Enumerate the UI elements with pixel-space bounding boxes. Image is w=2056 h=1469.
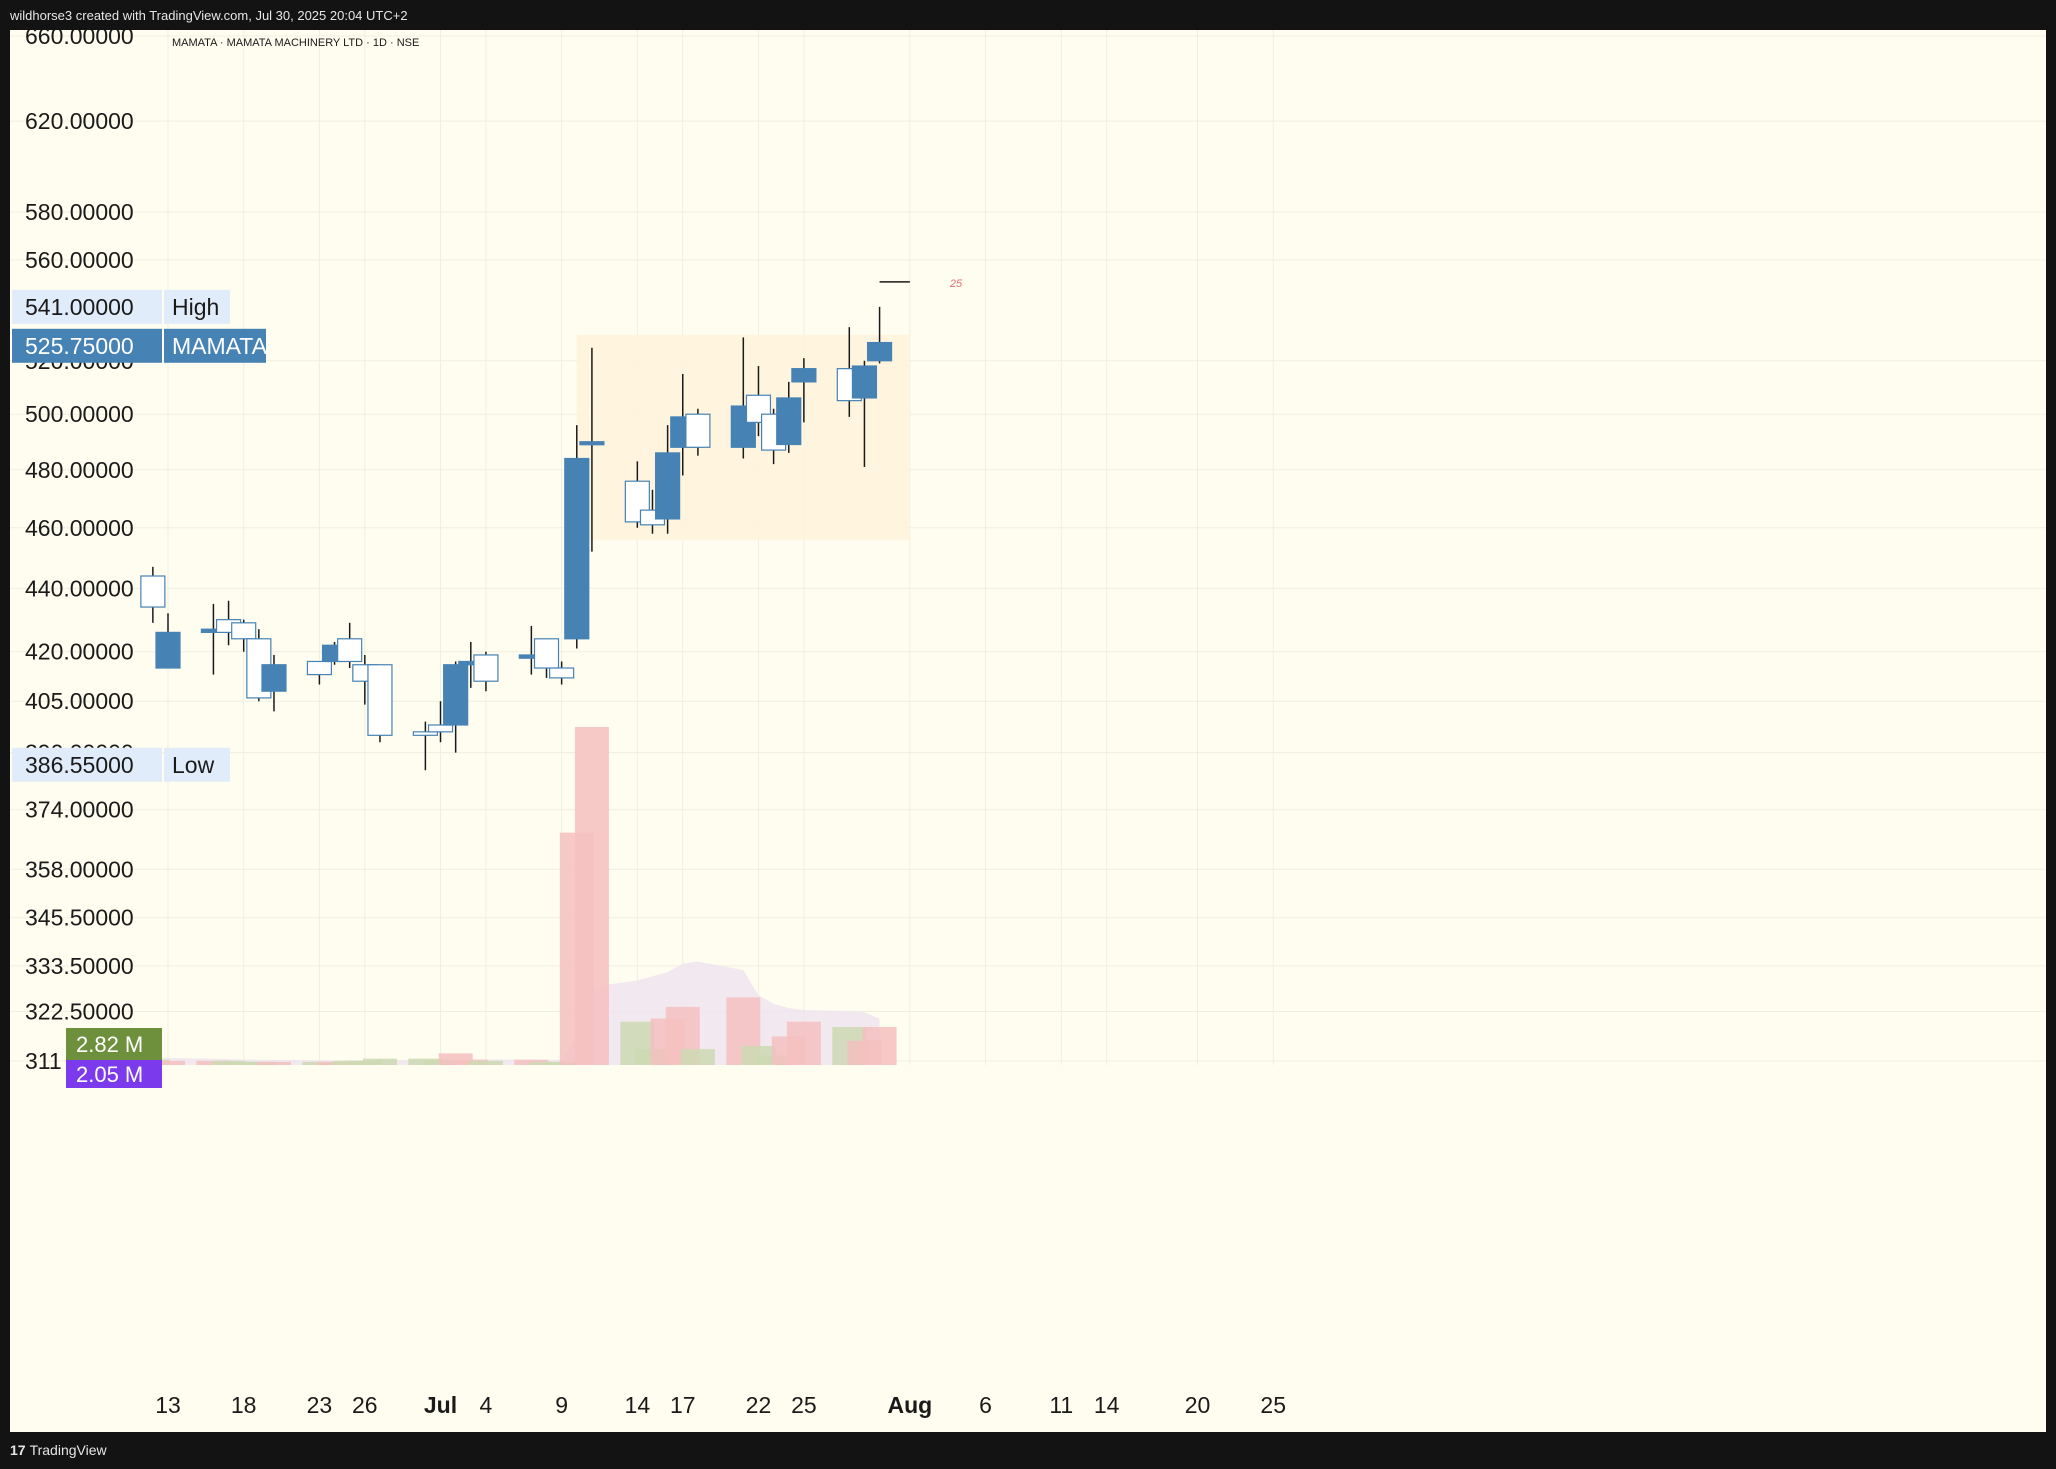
price-label-tag: MAMATA [172, 333, 268, 359]
x-tick-label: 14 [1094, 1392, 1120, 1418]
volume-bar [151, 1060, 185, 1065]
price-label-tag-box [164, 289, 230, 324]
x-tick-label: 18 [231, 1392, 257, 1418]
price-labels: 541.00000 High 525.75000 MAMATA 386.55000 Low… [12, 289, 268, 1088]
volume-label-value: 2.82 M [76, 1032, 143, 1057]
volume-bar [438, 1053, 473, 1065]
x-tick-label: 23 [307, 1392, 333, 1418]
candle-body [473, 654, 499, 682]
candle-body [851, 365, 878, 399]
footer-bar: 17 TradingView [0, 1432, 2056, 1469]
candle-body [730, 405, 756, 448]
y-tick-label: 374.00000 [25, 797, 134, 823]
price-label-tag: Low [172, 752, 215, 778]
price-label-box [12, 747, 162, 782]
x-tick-label: 14 [625, 1392, 651, 1418]
time-axis[interactable]: 13 18 23 26 Jul 4 9 14 17 22 25 Aug 6 11 14 20 25 [155, 1392, 1286, 1418]
candle-body [655, 452, 681, 520]
x-tick-label: Jul [424, 1392, 457, 1418]
y-tick-label: 440.00000 [25, 575, 134, 601]
candle-body [564, 457, 590, 640]
candle-body [579, 441, 605, 446]
y-tick-label: 560.00000 [25, 247, 134, 273]
candle-body [155, 631, 181, 669]
x-tick-label: 25 [1260, 1392, 1286, 1418]
price-label-box [12, 289, 162, 324]
volume-bar [468, 1060, 503, 1065]
x-tick-label: 6 [979, 1392, 992, 1418]
y-tick-label: 480.00000 [25, 457, 134, 483]
volume-pane [135, 727, 897, 1065]
annotation-text: 25 [949, 278, 963, 290]
y-tick-label: 580.00000 [25, 199, 134, 225]
price-label-value: 386.55000 [25, 752, 134, 778]
brand-text: TradingView [29, 1442, 107, 1458]
tradingview-logo[interactable]: 17 TradingView [10, 1442, 107, 1458]
x-tick-label: 9 [555, 1392, 568, 1418]
candle-body [261, 664, 287, 692]
candle-body [533, 638, 560, 669]
x-tick-label: 13 [155, 1392, 181, 1418]
price-label-box [12, 328, 162, 363]
candles [140, 306, 893, 771]
y-tick-label: 660.00000 [25, 30, 134, 49]
candle-body [685, 413, 711, 448]
y-tick-label: 620.00000 [25, 108, 134, 134]
candle-body [306, 660, 332, 676]
candle-body [337, 638, 363, 663]
tradingview-logo-icon: 17 [10, 1442, 26, 1458]
volume-bar [680, 1049, 715, 1065]
price-label-tag-box [164, 747, 230, 782]
x-tick-label: Aug [888, 1392, 933, 1418]
y-tick-label: 405.00000 [25, 688, 134, 714]
y-tick-label: 322.50000 [25, 999, 134, 1025]
candle-body [367, 664, 393, 736]
volume-bar [362, 1058, 397, 1065]
volume-bar [786, 1021, 821, 1065]
x-tick-label: 25 [791, 1392, 817, 1418]
price-label-value: 525.75000 [25, 333, 134, 359]
chart-background [10, 30, 2046, 1432]
y-tick-label: 420.00000 [25, 639, 134, 665]
y-tick-label: 311 [25, 1048, 62, 1074]
candle-body [427, 724, 454, 733]
price-chart[interactable]: 25 660.00000 620.00000 580.00000 560.00000 5… [10, 30, 2046, 1432]
y-tick-label: 345.50000 [25, 905, 134, 931]
volume-ma-label-value: 2.05 M [76, 1062, 143, 1087]
volume-bar [574, 727, 609, 1065]
price-label-tag: High [172, 294, 219, 320]
y-tick-label: 358.00000 [25, 856, 134, 882]
candle-body [776, 397, 802, 446]
candle-body [140, 575, 166, 608]
price-label-tag-box [164, 328, 266, 363]
candle-body [443, 664, 469, 726]
candle-body [549, 667, 575, 679]
chart-title: MAMATA · MAMATA MACHINERY LTD · 1D · NSE [172, 37, 419, 49]
grid-lines [10, 30, 2046, 1065]
volume-bar [256, 1061, 291, 1065]
candle-body [791, 368, 817, 383]
price-label-value: 541.00000 [25, 294, 134, 320]
y-tick-label: 460.00000 [25, 515, 134, 541]
credit-text: wildhorse3 created with TradingView.com,… [10, 8, 408, 23]
x-tick-label: 20 [1185, 1392, 1211, 1418]
header-bar: wildhorse3 created with TradingView.com,… [0, 0, 2056, 30]
x-tick-label: 11 [1049, 1392, 1073, 1418]
volume-label-box [66, 1028, 162, 1060]
y-tick-label: 500.00000 [25, 401, 134, 427]
volume-ma-label-box [66, 1060, 162, 1088]
x-tick-label: 22 [746, 1392, 772, 1418]
annotations: 25 [879, 278, 963, 290]
candle-body [866, 341, 893, 362]
y-tick-label: 333.50000 [25, 953, 134, 979]
x-tick-label: 17 [670, 1392, 696, 1418]
x-tick-label: 4 [480, 1392, 493, 1418]
candle-body [231, 622, 257, 640]
candle-body [412, 731, 438, 736]
x-tick-label: 26 [352, 1392, 378, 1418]
volume-bar [862, 1026, 897, 1065]
